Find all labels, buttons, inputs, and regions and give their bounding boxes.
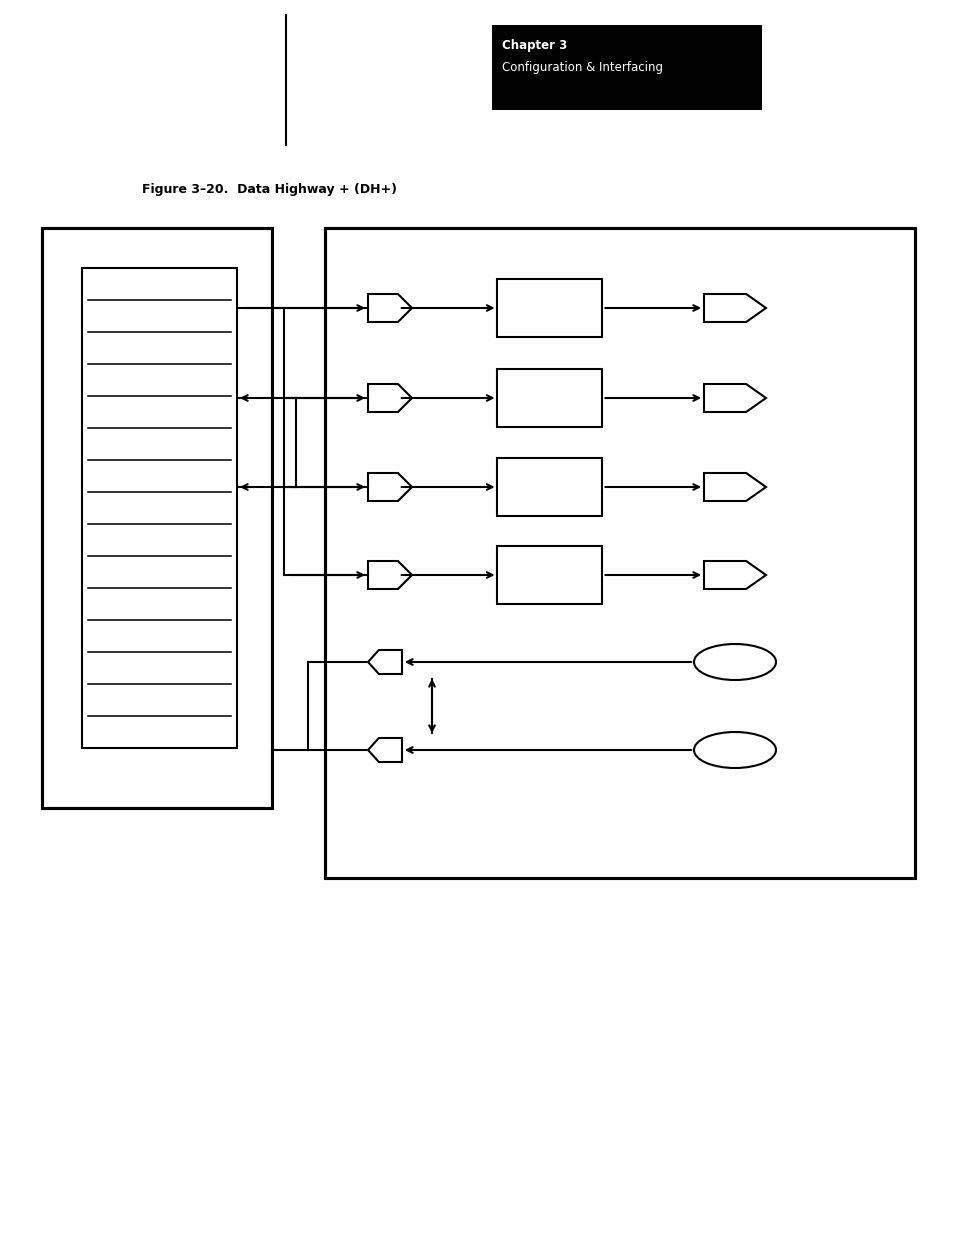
Bar — [497, 546, 602, 604]
Bar — [42, 228, 272, 808]
Bar — [82, 268, 236, 748]
Text: Figure 3–20.  Data Highway + (DH+): Figure 3–20. Data Highway + (DH+) — [142, 183, 397, 196]
Text: Configuration & Interfacing: Configuration & Interfacing — [501, 61, 662, 74]
Bar — [492, 25, 761, 110]
Bar — [497, 458, 602, 516]
Bar — [325, 228, 914, 878]
Bar — [497, 369, 602, 427]
Text: Chapter 3: Chapter 3 — [501, 40, 567, 52]
Bar — [497, 279, 602, 337]
